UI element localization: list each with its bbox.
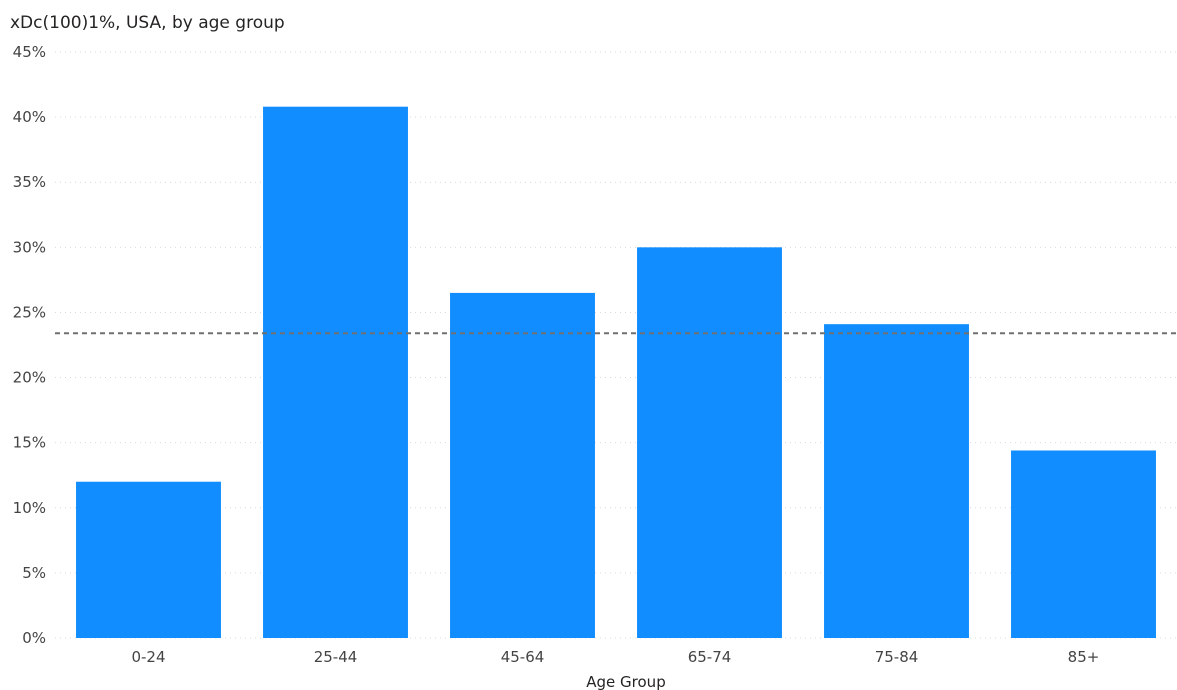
bars [76,106,1156,639]
x-tick-label: 25-44 [314,648,358,666]
y-tick-label: 30% [13,238,46,256]
y-tick-label: 15% [13,434,46,452]
x-axis-title: Age Group [586,673,665,690]
bar-45-64[interactable] [450,292,595,638]
x-axis: 0-24 25-44 45-64 65-74 75-84 85+ [131,648,1099,666]
y-tick-label: 10% [13,499,46,517]
bar-25-44[interactable] [263,106,408,638]
bar-65-74[interactable] [637,247,782,639]
x-tick-label: 85+ [1068,648,1100,666]
bar-75-84[interactable] [824,324,969,638]
y-tick-label: 25% [13,303,46,321]
x-tick-label: 45-64 [501,648,545,666]
y-tick-label: 35% [13,173,46,191]
x-tick-label: 0-24 [131,648,165,666]
y-tick-label: 0% [22,629,46,647]
x-tick-label: 75-84 [875,648,919,666]
gridlines [55,51,1177,639]
y-tick-label: 20% [13,369,46,387]
bar-85+[interactable] [1011,450,1156,638]
y-tick-label: 40% [13,108,46,126]
bar-0-24[interactable] [76,481,221,638]
y-tick-label: 5% [22,564,46,582]
chart-title: xDc(100)1%, USA, by age group [10,13,285,33]
y-axis: 0% 5% 10% 15% 20% 25% 30% 35% 40% 45% [13,43,46,647]
x-tick-label: 65-74 [688,648,732,666]
y-tick-label: 45% [13,43,46,61]
